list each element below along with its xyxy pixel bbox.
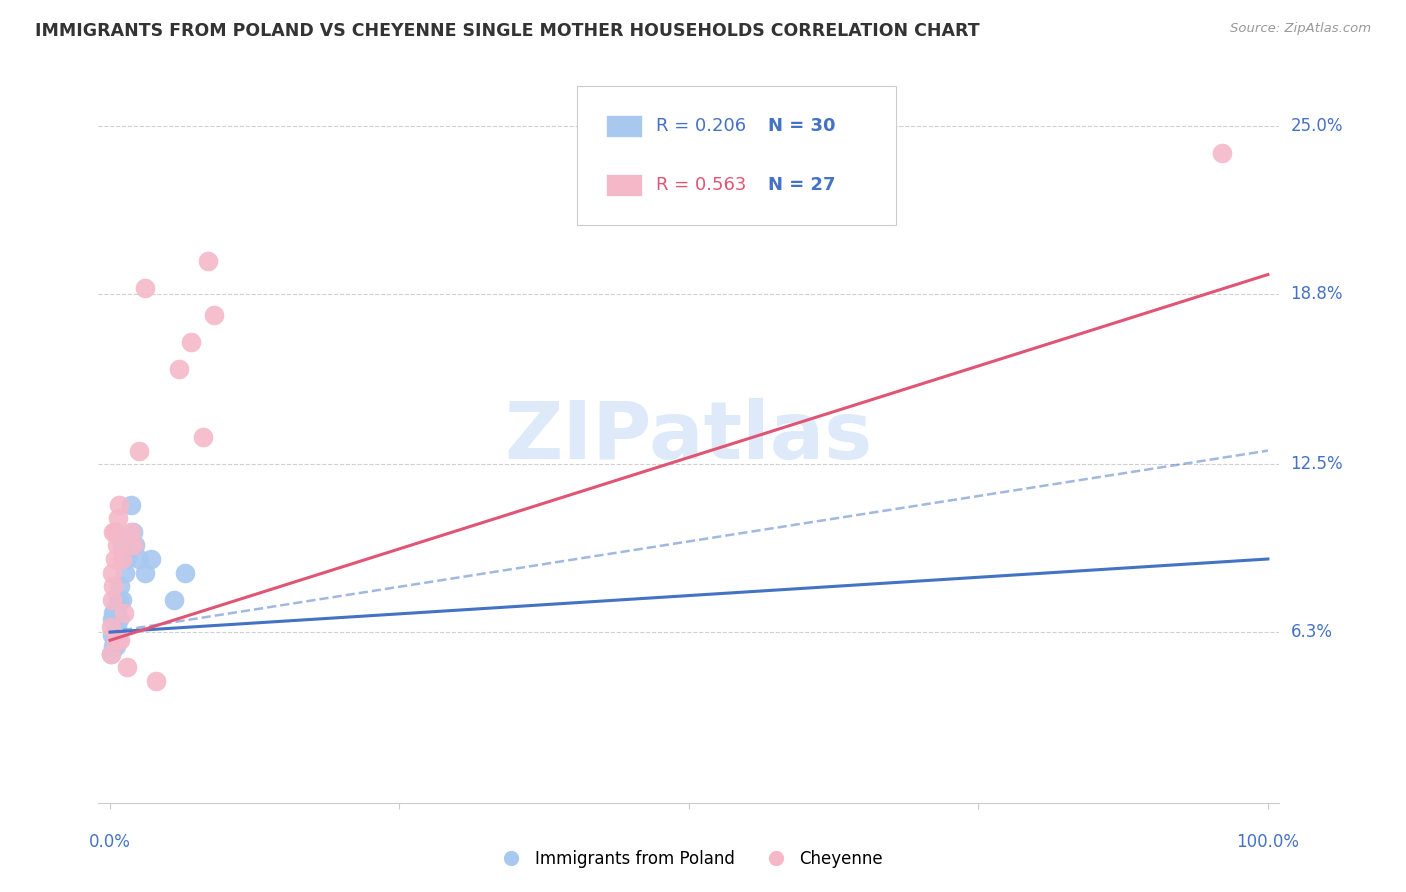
Point [117, 552, 139, 566]
Point [122, 524, 145, 539]
Point [105, 606, 128, 620]
Point [104, 524, 127, 539]
Point [104, 625, 127, 640]
Point [103, 579, 125, 593]
Text: 100.0%: 100.0% [1236, 833, 1299, 851]
Text: R = 0.563: R = 0.563 [655, 176, 747, 194]
Point [104, 611, 127, 625]
Point [107, 633, 129, 648]
Text: N = 30: N = 30 [768, 117, 835, 136]
Point [108, 498, 131, 512]
Point [101, 628, 124, 642]
Text: 6.3%: 6.3% [1291, 624, 1333, 641]
Point [107, 592, 129, 607]
Text: Source: ZipAtlas.com: Source: ZipAtlas.com [1230, 22, 1371, 36]
Point [107, 511, 129, 525]
Point [104, 633, 127, 648]
Point [104, 639, 127, 653]
Point [108, 611, 131, 625]
Point [114, 566, 136, 580]
Point [191, 430, 214, 444]
Point [105, 620, 128, 634]
Point [134, 281, 156, 295]
Point [104, 600, 127, 615]
Point [110, 538, 132, 552]
Point [101, 566, 124, 580]
Point [1211, 145, 1233, 160]
Point [108, 592, 131, 607]
Text: ZIPatlas: ZIPatlas [505, 398, 873, 476]
Text: 18.8%: 18.8% [1291, 285, 1343, 302]
Point [197, 254, 219, 268]
Legend: Immigrants from Poland, Cheyenne: Immigrants from Poland, Cheyenne [488, 844, 890, 875]
Point [110, 579, 132, 593]
Point [104, 552, 127, 566]
Point [100, 647, 122, 661]
Point [163, 592, 186, 607]
Point [139, 552, 162, 566]
Point [134, 566, 156, 580]
Point [120, 498, 142, 512]
Point [180, 335, 202, 350]
Text: IMMIGRANTS FROM POLAND VS CHEYENNE SINGLE MOTHER HOUSEHOLDS CORRELATION CHART: IMMIGRANTS FROM POLAND VS CHEYENNE SINGL… [35, 22, 980, 40]
Point [128, 552, 150, 566]
Text: 12.5%: 12.5% [1291, 455, 1343, 473]
Point [100, 647, 122, 661]
Point [112, 552, 135, 566]
Point [110, 552, 132, 566]
Text: R = 0.206: R = 0.206 [655, 117, 747, 136]
Point [101, 611, 124, 625]
Point [124, 538, 146, 552]
Point [112, 606, 135, 620]
Bar [606, 174, 641, 195]
Point [110, 633, 132, 648]
Point [174, 566, 197, 580]
Point [117, 660, 139, 674]
Bar [606, 115, 641, 137]
Point [103, 524, 125, 539]
Point [103, 639, 125, 653]
Point [101, 592, 124, 607]
Point [202, 308, 225, 322]
Point [145, 673, 167, 688]
Point [169, 362, 191, 376]
FancyBboxPatch shape [576, 86, 896, 225]
Point [128, 443, 150, 458]
Point [110, 592, 132, 607]
Point [122, 538, 145, 552]
Point [104, 625, 127, 640]
Text: 0.0%: 0.0% [89, 833, 131, 851]
Text: N = 27: N = 27 [768, 176, 835, 194]
Point [105, 538, 128, 552]
Point [103, 606, 125, 620]
Point [100, 620, 122, 634]
Text: 25.0%: 25.0% [1291, 117, 1343, 135]
Point [120, 524, 142, 539]
